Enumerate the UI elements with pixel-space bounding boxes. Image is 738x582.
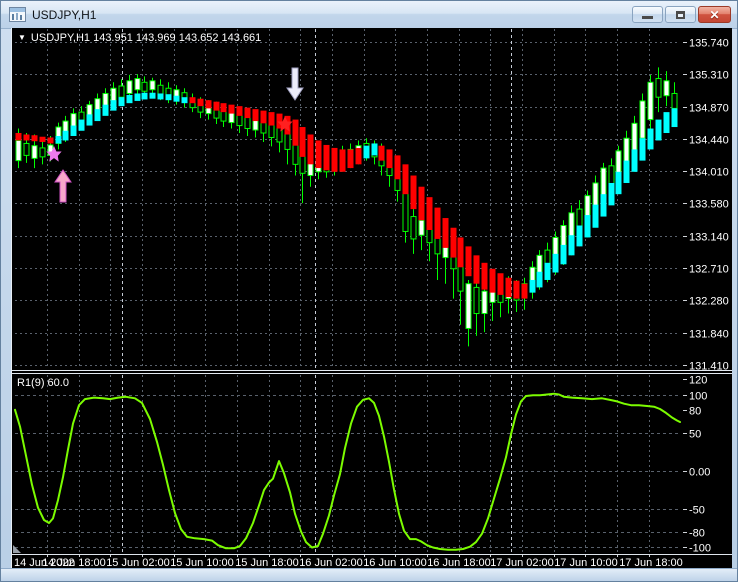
pane-divider[interactable] bbox=[12, 370, 732, 555]
minimize-icon bbox=[642, 16, 653, 19]
window-title: USDJPY,H1 bbox=[32, 7, 97, 22]
indicator-line bbox=[14, 392, 681, 551]
svg-text:134.870: 134.870 bbox=[689, 103, 729, 115]
restore-button[interactable] bbox=[665, 6, 696, 23]
markers-layer[interactable] bbox=[46, 67, 304, 203]
svg-text:131.410: 131.410 bbox=[689, 361, 729, 373]
chart-window-icon bbox=[9, 7, 26, 22]
svg-text:100: 100 bbox=[689, 391, 707, 403]
svg-text:133.580: 133.580 bbox=[689, 199, 729, 211]
ha-trend-layer bbox=[15, 92, 678, 299]
svg-text:132.280: 132.280 bbox=[689, 296, 729, 308]
svg-text:132.710: 132.710 bbox=[689, 264, 729, 276]
grid-layer bbox=[15, 29, 679, 557]
window-bottom-border bbox=[1, 568, 737, 581]
svg-text:0.00: 0.00 bbox=[689, 467, 710, 479]
svg-text:133.140: 133.140 bbox=[689, 232, 729, 244]
svg-text:134.010: 134.010 bbox=[689, 167, 729, 179]
svg-text:15 Jun 02:00: 15 Jun 02:00 bbox=[106, 557, 170, 569]
ohlc-readout[interactable]: ▼ USDJPY,H1 143.951 143.969 143.652 143.… bbox=[18, 32, 261, 44]
ohlc-line: USDJPY,H1 143.951 143.969 143.652 143.66… bbox=[30, 32, 262, 44]
svg-text:-100: -100 bbox=[689, 543, 711, 555]
chart-canvas[interactable]: 135.740 135.310 134.870 134.440 134.010 133.5… bbox=[12, 28, 732, 571]
svg-text:120: 120 bbox=[689, 375, 707, 387]
svg-text:16 Jun 10:00: 16 Jun 10:00 bbox=[363, 557, 427, 569]
svg-text:17 Jun 02:00: 17 Jun 02:00 bbox=[490, 557, 554, 569]
svg-text:131.840: 131.840 bbox=[689, 329, 729, 341]
svg-text:135.740: 135.740 bbox=[689, 38, 729, 50]
sell-star[interactable] bbox=[277, 116, 293, 132]
buy-arrow[interactable] bbox=[54, 169, 72, 203]
close-button[interactable]: ✕ bbox=[698, 6, 731, 23]
symbol-dropdown-icon[interactable]: ▼ bbox=[18, 33, 26, 42]
svg-text:15 Jun 10:00: 15 Jun 10:00 bbox=[170, 557, 234, 569]
svg-text:135.310: 135.310 bbox=[689, 70, 729, 82]
title-bar[interactable]: USDJPY,H1 ✕ bbox=[1, 1, 737, 29]
svg-text:134.440: 134.440 bbox=[689, 135, 729, 147]
minimize-button[interactable] bbox=[632, 6, 663, 23]
candles-layer bbox=[15, 67, 678, 347]
svg-text:80: 80 bbox=[689, 406, 701, 418]
pane-resize-grip[interactable] bbox=[13, 545, 21, 553]
svg-text:16 Jun 02:00: 16 Jun 02:00 bbox=[299, 557, 363, 569]
svg-text:17 Jun 10:00: 17 Jun 10:00 bbox=[554, 557, 618, 569]
svg-text:14 Jun 2022: 14 Jun 2022 bbox=[14, 557, 75, 569]
svg-text:50: 50 bbox=[689, 429, 701, 441]
restore-icon bbox=[676, 10, 685, 19]
svg-text:14 Jun 18:00: 14 Jun 18:00 bbox=[42, 557, 106, 569]
svg-text:16 Jun 18:00: 16 Jun 18:00 bbox=[427, 557, 491, 569]
indicator-label: R1(9) 60.0 bbox=[17, 377, 69, 389]
price-axis[interactable]: 135.740 135.310 134.870 134.440 134.010 133.5… bbox=[683, 38, 729, 555]
chart-client-area[interactable]: 135.740 135.310 134.870 134.440 134.010 133.5… bbox=[11, 28, 732, 571]
svg-text:15 Jun 18:00: 15 Jun 18:00 bbox=[235, 557, 299, 569]
svg-text:-80: -80 bbox=[689, 528, 705, 540]
close-icon: ✕ bbox=[709, 7, 720, 22]
svg-text:17 Jun 18:00: 17 Jun 18:00 bbox=[619, 557, 683, 569]
svg-text:-50: -50 bbox=[689, 505, 705, 517]
sell-arrow[interactable] bbox=[286, 67, 304, 101]
buy-star[interactable] bbox=[46, 146, 62, 162]
